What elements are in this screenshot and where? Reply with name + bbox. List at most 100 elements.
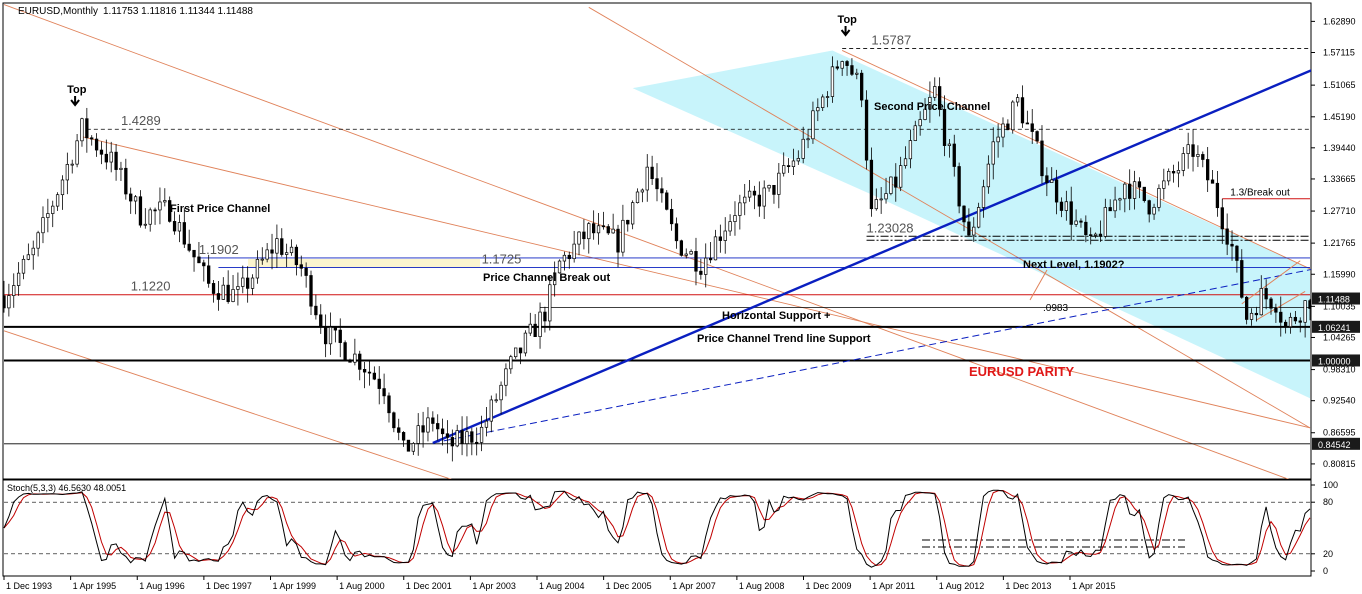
candle-body — [616, 228, 620, 253]
candle-body — [397, 427, 401, 433]
candle-body — [1108, 207, 1112, 212]
annotation-label: Price Channel Break out — [483, 272, 610, 284]
candle-body — [747, 190, 752, 198]
candle-body — [674, 223, 679, 242]
candle-body — [645, 166, 649, 191]
x-tick-label: 1 Apr 2007 — [672, 581, 716, 591]
candle-body — [94, 138, 99, 151]
candle-body — [1303, 300, 1307, 323]
candle-body — [280, 238, 284, 255]
candle-body — [743, 196, 747, 204]
candle-body — [187, 243, 191, 251]
annotation-label: Price Channel Trend line Support — [697, 333, 871, 345]
candle-body — [903, 158, 908, 167]
candle-body — [601, 225, 606, 228]
candle-body — [21, 258, 26, 274]
candle-body — [577, 231, 581, 245]
candle-body — [504, 368, 508, 386]
candle-body — [533, 323, 537, 337]
candle-body — [791, 160, 796, 167]
candle-body — [358, 353, 362, 370]
candle-body — [114, 151, 118, 170]
candle-body — [177, 222, 182, 232]
level-label: 1.23028 — [867, 220, 914, 235]
candle-body — [967, 221, 971, 236]
stoch-y-tick-label: 80 — [1323, 497, 1333, 507]
x-tick-label: 1 Apr 2003 — [472, 581, 516, 591]
annotation-label: Next Level, 1.1902? — [1023, 259, 1125, 271]
stoch-y-tick-label: 20 — [1323, 549, 1333, 559]
candle-body — [304, 267, 308, 276]
candle-body — [168, 200, 172, 222]
candle-body — [567, 254, 571, 260]
candle-body — [1220, 207, 1224, 230]
candle-body — [3, 295, 6, 309]
candle-body — [1215, 182, 1220, 209]
candle-body — [314, 305, 318, 316]
y-tick-label: 1.57115 — [1323, 48, 1355, 58]
candle-body — [382, 388, 386, 397]
candle-body — [708, 257, 713, 261]
candle-body — [889, 176, 893, 194]
candle-body — [1244, 296, 1249, 320]
minor-trendline — [432, 268, 1311, 444]
candle-body — [942, 108, 947, 146]
candle-body — [445, 433, 450, 438]
candle-body — [85, 118, 89, 139]
candle-body — [669, 208, 674, 225]
y-tick-label: 0.80815 — [1323, 459, 1356, 469]
candle-body — [1196, 154, 1200, 157]
candle-body — [1050, 179, 1054, 183]
candle-body — [1308, 300, 1311, 309]
candle-body — [46, 213, 50, 218]
candle-body — [406, 439, 411, 452]
candle-body — [133, 196, 138, 202]
candle-body — [129, 193, 133, 202]
candle-body — [523, 332, 528, 354]
candle-body — [479, 426, 484, 443]
candle-body — [825, 96, 830, 98]
candle-body — [299, 264, 303, 269]
second-channel-fill — [632, 50, 1310, 399]
candle-body — [704, 257, 708, 275]
candle-body — [75, 140, 79, 165]
candle-body — [538, 311, 542, 337]
candle-body — [679, 240, 684, 256]
candle-body — [1279, 311, 1283, 323]
candle-body — [884, 193, 888, 200]
candle-body — [684, 253, 688, 256]
stoch-panel-frame — [2, 479, 1312, 577]
candle-body — [821, 96, 825, 108]
candle-body — [777, 172, 781, 195]
candle-body — [830, 66, 835, 97]
candle-body — [1274, 307, 1278, 313]
candle-body — [981, 186, 986, 208]
candle-body — [392, 412, 396, 429]
price-box-label: 1.00000 — [1318, 356, 1351, 366]
current-price-label-box — [1312, 292, 1360, 305]
price-box-label: 0.84542 — [1318, 440, 1351, 450]
candle-body — [143, 223, 147, 226]
candle-body — [1040, 140, 1044, 177]
candle-body — [869, 159, 874, 210]
candle-body — [104, 153, 108, 163]
candle-body — [1181, 153, 1185, 171]
candle-body — [1025, 122, 1030, 125]
y-tick-label: 1.15990 — [1323, 269, 1356, 279]
candle-body — [163, 200, 167, 203]
candle-body — [250, 277, 255, 289]
candle-body — [626, 219, 630, 225]
candle-body — [689, 251, 693, 255]
candle-body — [1235, 245, 1239, 261]
candle-body — [372, 372, 377, 380]
y-tick-label: 1.10035 — [1323, 301, 1356, 311]
candle-body — [562, 254, 567, 262]
candle-body — [99, 149, 104, 155]
x-tick-label: 1 Dec 2001 — [406, 581, 452, 591]
level-label: 1.3/Break out — [1230, 188, 1290, 199]
candle-body — [172, 221, 177, 232]
candle-body — [694, 251, 698, 272]
candle-body — [275, 238, 279, 254]
candle-body — [801, 138, 805, 159]
